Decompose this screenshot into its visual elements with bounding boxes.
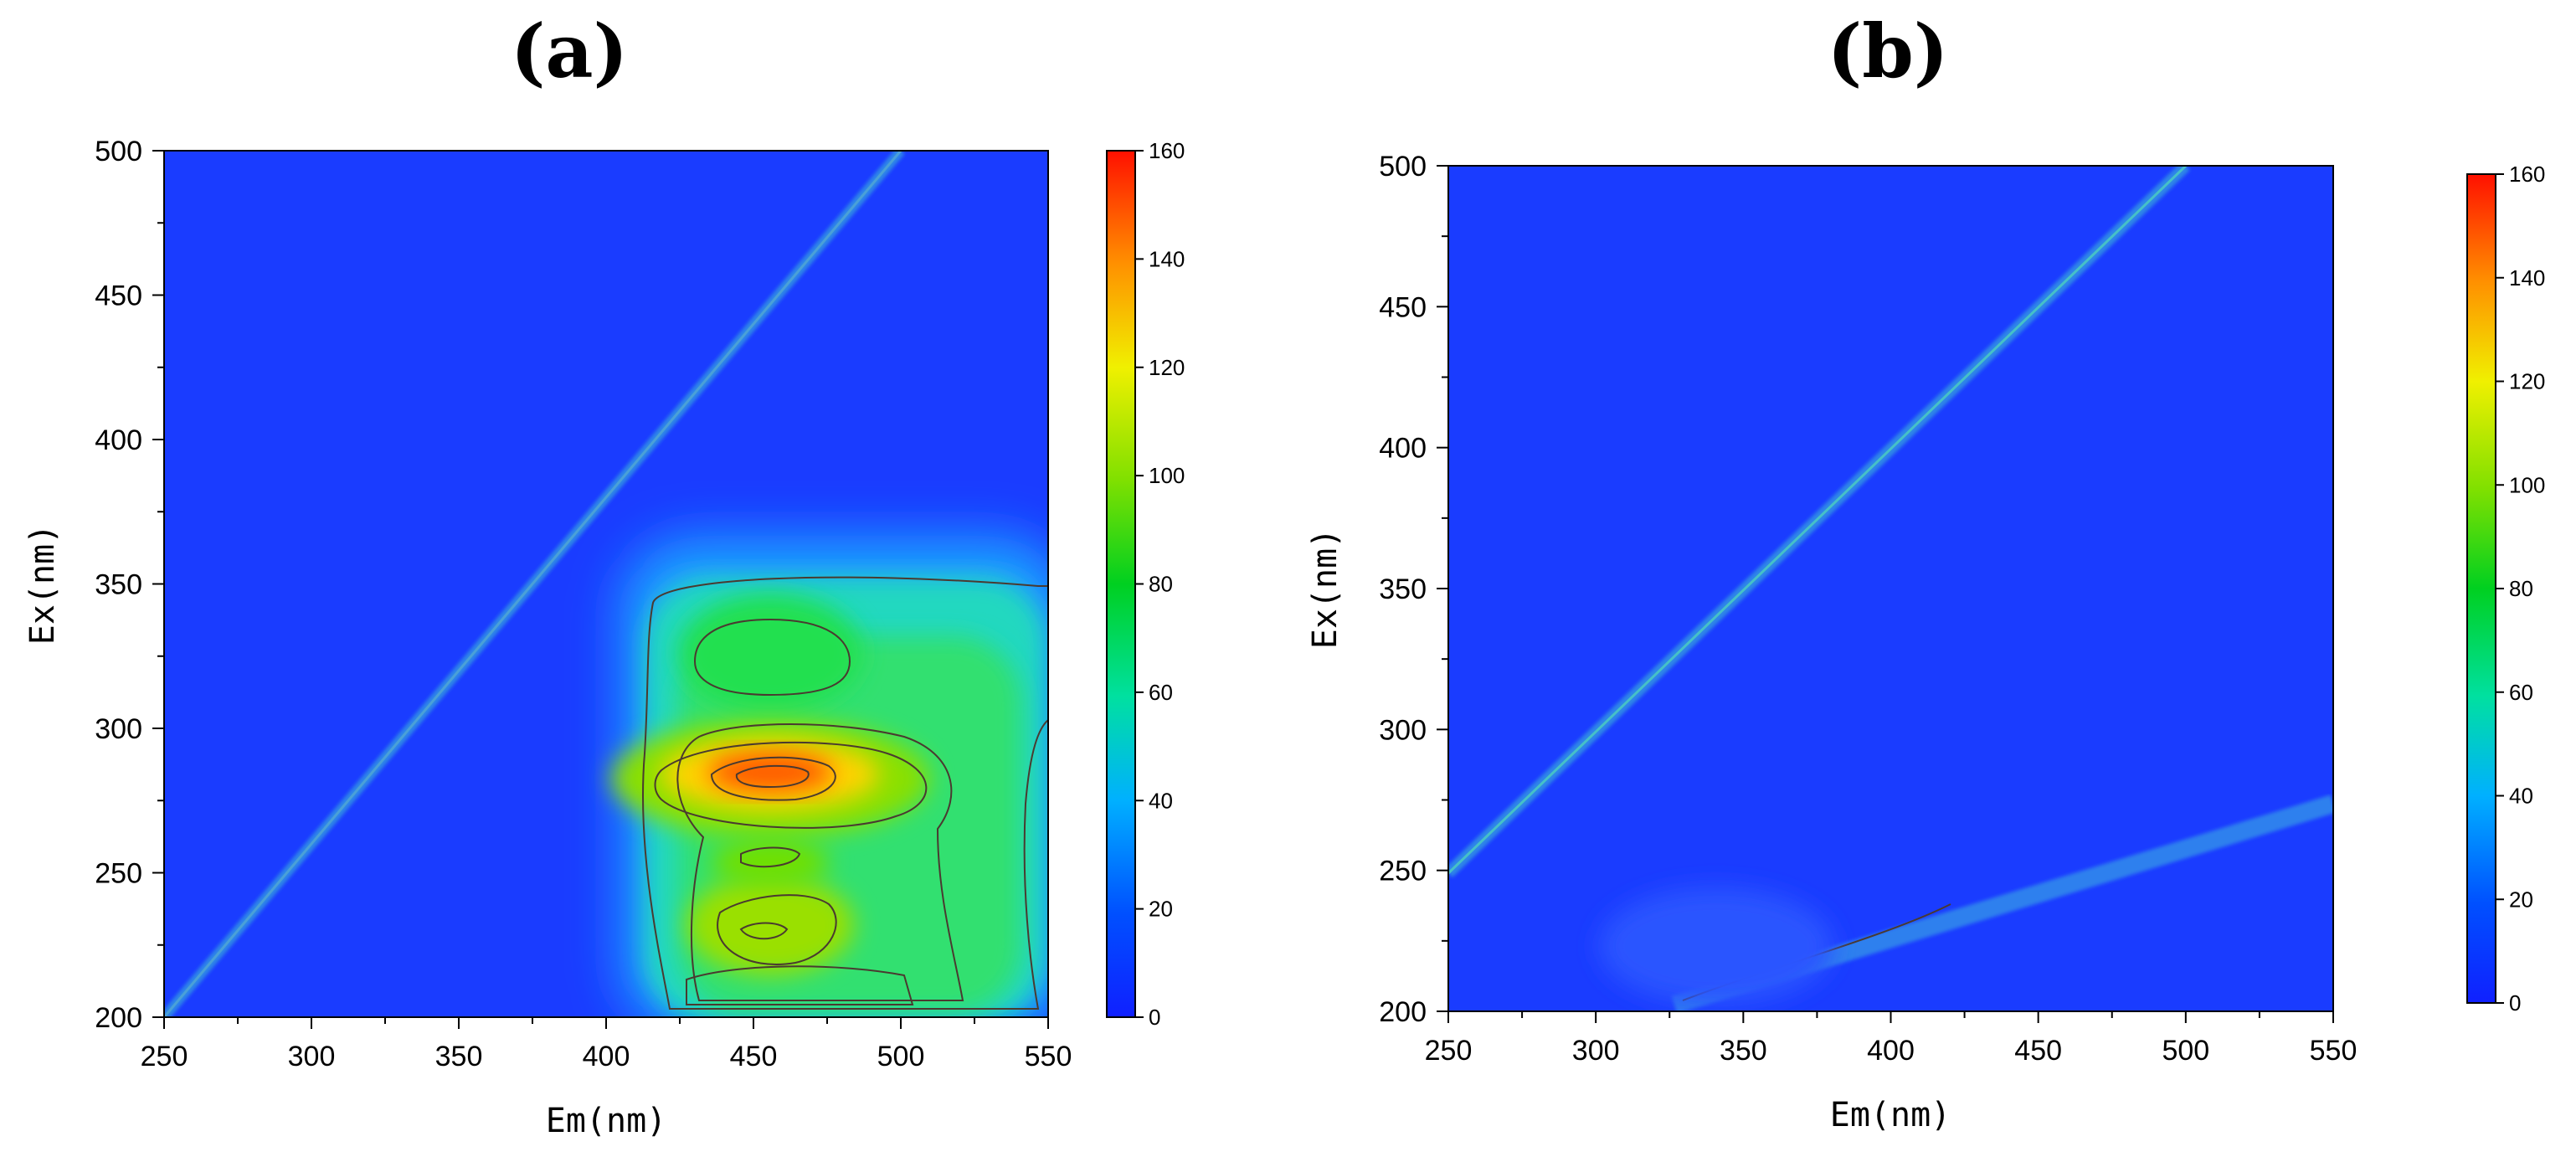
- y-tick-label-b-2: 300: [1379, 714, 1427, 746]
- faint-region-b: [1599, 887, 1833, 1005]
- scatter-line-b-core: [1448, 166, 2188, 875]
- heatmap-a: [164, 151, 1048, 1017]
- panel-b: (b) 250 300 350 400 450 500 550200250300350400…: [1306, 8, 2545, 1134]
- y-tick-label-a-6: 500: [95, 136, 142, 167]
- colorbar-tick-label-a-0: 0: [1149, 1005, 1160, 1030]
- colorbar-tick-label-b-1: 20: [2509, 887, 2533, 912]
- colorbar-tick-label-b-7: 140: [2509, 265, 2545, 291]
- y-tick-label-b-4: 400: [1379, 433, 1427, 465]
- y-tick-label-b-6: 500: [1379, 151, 1427, 183]
- contours-a: [642, 576, 1048, 1010]
- colorbar-tick-label-a-7: 140: [1149, 246, 1185, 271]
- colorbar-tick-label-b-5: 100: [2509, 472, 2545, 497]
- x-tick-label-b-0: 250: [1425, 1035, 1473, 1067]
- panel-a: (a): [23, 8, 1185, 1140]
- x-tick-label-a-4: 450: [730, 1041, 778, 1072]
- colorbar-b: [2466, 173, 2496, 1004]
- y-tick-label-a-0: 200: [95, 1002, 142, 1034]
- scatter-line-a-core: [164, 151, 902, 1017]
- y-axis-label-b: Ex(nm): [1306, 528, 1345, 650]
- colorbar-tick-label-a-1: 20: [1149, 897, 1173, 922]
- x-tick-label-b-6: 550: [2310, 1035, 2357, 1067]
- x-tick-label-a-6: 550: [1025, 1041, 1072, 1072]
- colorbar-tick-label-a-6: 120: [1149, 355, 1185, 380]
- x-tick-label-b-2: 350: [1720, 1035, 1767, 1067]
- y-tick-label-a-2: 300: [95, 713, 142, 745]
- fluorescence-region-a: [611, 536, 1048, 1017]
- y-tick-label-a-5: 450: [95, 280, 142, 312]
- colorbar-tick-label-a-8: 160: [1149, 138, 1185, 163]
- x-axis-label-a: Em(nm): [546, 1102, 667, 1140]
- plot-area-b: [1448, 166, 2333, 1011]
- colorbar-tick-label-b-6: 120: [2509, 369, 2545, 394]
- y-tick-label-b-5: 450: [1379, 291, 1427, 323]
- heatmap-b: [1448, 166, 2333, 1011]
- colorbar-ticks-a: 0 20 40 60 80 100 120 140 160: [1135, 138, 1185, 1030]
- x-tick-label-a-1: 300: [288, 1041, 336, 1072]
- y-tick-label-b-0: 200: [1379, 996, 1427, 1028]
- panel-b-title: (b): [1828, 8, 1949, 95]
- colorbar-tick-label-a-4: 80: [1149, 572, 1173, 597]
- colorbar-tick-label-b-4: 80: [2509, 576, 2533, 601]
- colorbar-tick-label-a-5: 100: [1149, 463, 1185, 488]
- x-tick-label-b-4: 450: [2014, 1035, 2062, 1067]
- ticks-a: 250 300 350 400 450 500 550 200 250 300 350 400 450 5…: [95, 136, 1072, 1072]
- x-axis-label-b: Em(nm): [1830, 1096, 1951, 1134]
- y-tick-label-a-4: 400: [95, 424, 142, 456]
- x-tick-label-a-5: 500: [877, 1041, 925, 1072]
- x-tick-label-a-2: 350: [435, 1041, 483, 1072]
- x-tick-label-b-3: 400: [1867, 1035, 1915, 1067]
- y-tick-label-a-3: 350: [95, 569, 142, 601]
- x-tick-label-a-3: 400: [583, 1041, 630, 1072]
- colorbar-ticks-b: 0 20 40 60 80 100 120 140 160: [2496, 162, 2545, 1016]
- colorbar-tick-label-a-3: 60: [1149, 680, 1173, 705]
- x-tick-label-b-1: 300: [1572, 1035, 1620, 1067]
- colorbar-tick-label-b-3: 60: [2509, 680, 2533, 705]
- x-tick-label-b-5: 500: [2162, 1035, 2209, 1067]
- ticks-b: 250 300 350 400 450 500 550 200 250 300 350 400 450 5…: [1379, 151, 2357, 1067]
- y-tick-label-b-1: 250: [1379, 856, 1427, 887]
- colorbar-a: [1106, 150, 1136, 1018]
- colorbar-tick-label-b-8: 160: [2509, 162, 2545, 187]
- panel-a-title: (a): [511, 8, 628, 95]
- colorbar-tick-label-b-2: 40: [2509, 784, 2533, 809]
- colorbar-tick-label-a-2: 40: [1149, 788, 1173, 813]
- y-tick-label-a-1: 250: [95, 858, 142, 890]
- colorbar-tick-label-b-0: 0: [2509, 990, 2521, 1016]
- y-axis-label-a: Ex(nm): [23, 524, 62, 645]
- x-tick-label-a-0: 250: [141, 1041, 188, 1072]
- y-tick-label-b-3: 350: [1379, 573, 1427, 605]
